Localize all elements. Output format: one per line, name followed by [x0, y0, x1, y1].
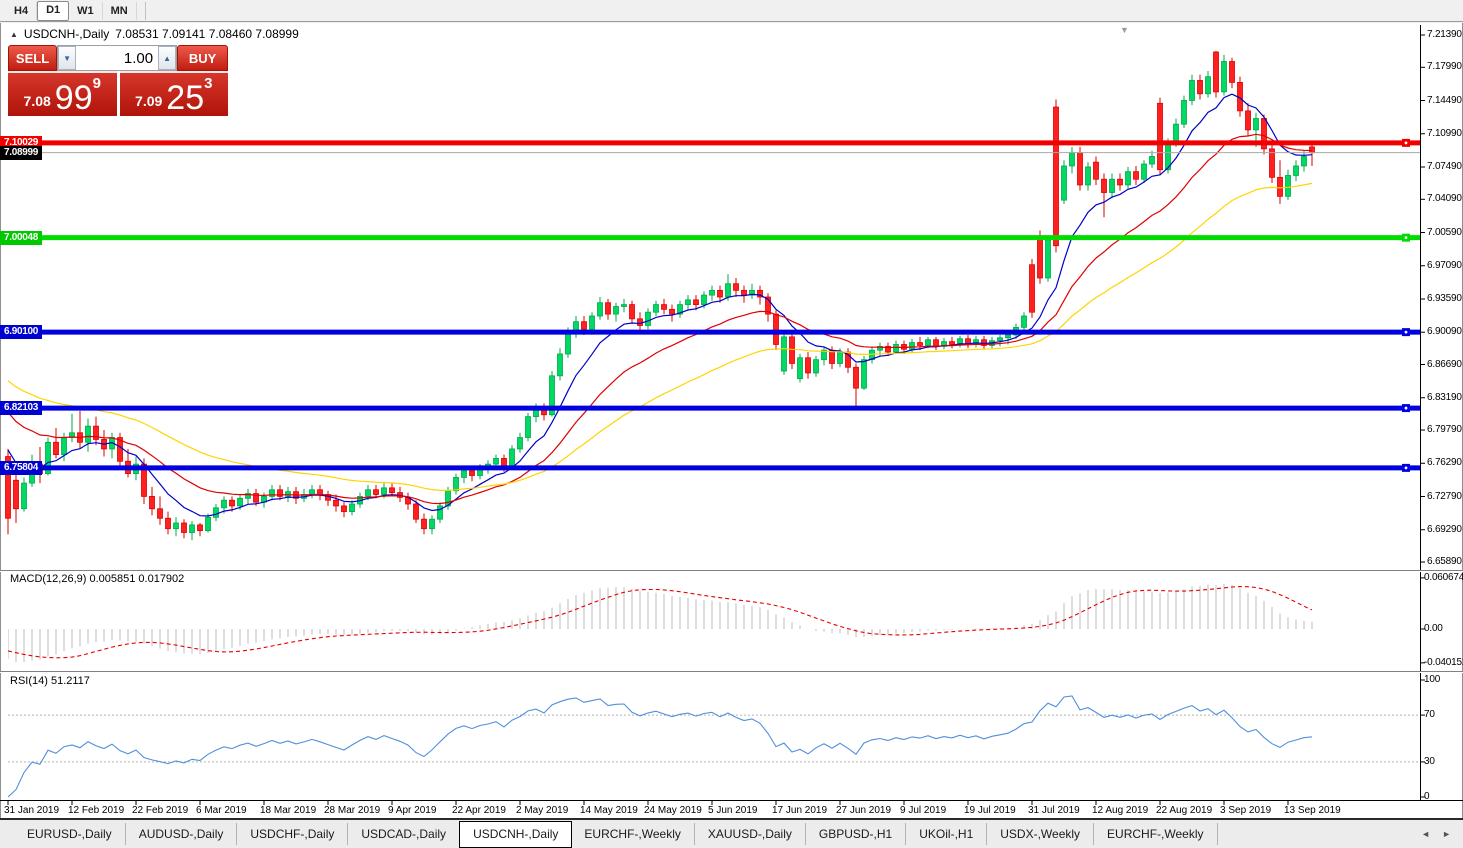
timeframe-button-w1[interactable]: W1	[69, 1, 103, 20]
buy-price-pips: 25	[166, 79, 205, 117]
moving-averages-layer	[7, 93, 1313, 517]
chart-tab[interactable]: USDCAD-,Daily	[348, 823, 461, 845]
chart-tab[interactable]: UKOil-,H1	[906, 823, 988, 845]
timeframe-toolbar: H4 D1 W1 MN	[0, 0, 1463, 22]
date-axis-line	[0, 800, 1463, 801]
sell-price-pipette: 9	[92, 75, 101, 92]
rsi-panel-divider[interactable]	[0, 671, 1463, 673]
candles-layer	[5, 51, 1315, 541]
chart-tab-active[interactable]: USDCNH-,Daily	[459, 820, 573, 848]
chart-tab[interactable]: AUDUSD-,Daily	[126, 823, 238, 845]
volume-increase-button[interactable]: ▲	[158, 46, 177, 70]
axis-ticks-layer	[7, 34, 1425, 805]
collapse-one-click-icon[interactable]: ▲	[10, 29, 18, 39]
chart-shift-marker-icon[interactable]: ▼	[1120, 25, 1129, 35]
toolbar-separator	[139, 1, 146, 20]
sell-price-whole: 7.08	[23, 93, 51, 109]
price-axis-border	[1420, 25, 1421, 800]
macd-layer	[8, 583, 1313, 663]
chart-tab[interactable]: USDX-,Weekly	[987, 823, 1095, 845]
chart-window-bottom-edge	[0, 818, 1463, 820]
chart-ohlc-values: 7.08531 7.09141 7.08460 7.08999	[115, 27, 299, 41]
timeframe-button-mn[interactable]: MN	[103, 1, 137, 20]
macd-indicator-label: MACD(12,26,9) 0.005851 0.017902	[10, 573, 185, 585]
chart-tab-bar: EURUSD-,Daily AUDUSD-,Daily USDCHF-,Daily U…	[0, 820, 1463, 848]
timeframe-button-h4[interactable]: H4	[6, 1, 38, 20]
volume-input[interactable]	[76, 46, 159, 70]
one-click-trading-panel: SELL ▼ ▲ BUY 7.08 99 9 7.09 25 3	[8, 45, 228, 116]
horizontal-lines-layer[interactable]	[0, 138, 1420, 472]
chart-symbol-period: USDCNH-,Daily	[23, 27, 110, 41]
chart-tab[interactable]: EURUSD-,Daily	[14, 823, 126, 845]
chart-tab[interactable]: USDCHF-,Daily	[237, 823, 349, 845]
chart-tab[interactable]: XAUUSD-,Daily	[695, 823, 806, 845]
buy-price-whole: 7.09	[135, 93, 163, 109]
chart-tab[interactable]: EURCHF-,Weekly	[1094, 823, 1218, 845]
tab-scroll-arrows: ◄ ►	[1421, 829, 1463, 839]
volume-stepper: ▼ ▲	[57, 45, 178, 71]
rsi-indicator-label: RSI(14) 51.2117	[10, 675, 90, 687]
buy-price-pipette: 3	[204, 75, 213, 92]
buy-price-display[interactable]: 7.09 25 3	[119, 71, 228, 117]
chart-tab[interactable]: EURCHF-,Weekly	[571, 823, 695, 845]
chart-title: ▲ USDCNH-,Daily 7.08531 7.09141 7.08460 …	[10, 27, 299, 41]
chart-tab[interactable]: GBPUSD-,H1	[806, 823, 907, 845]
timeframe-button-d1[interactable]: D1	[37, 0, 70, 21]
rsi-layer	[8, 695, 1420, 798]
macd-panel-divider[interactable]	[0, 570, 1463, 572]
tab-scroll-left-icon[interactable]: ◄	[1421, 829, 1431, 839]
volume-decrease-button[interactable]: ▼	[58, 46, 77, 70]
sell-button[interactable]: SELL	[8, 45, 58, 71]
tab-scroll-right-icon[interactable]: ►	[1442, 829, 1451, 839]
sell-price-pips: 99	[54, 79, 93, 117]
chart-background	[0, 23, 1463, 820]
sell-price-display[interactable]: 7.08 99 9	[8, 71, 117, 116]
buy-button[interactable]: BUY	[177, 45, 228, 71]
